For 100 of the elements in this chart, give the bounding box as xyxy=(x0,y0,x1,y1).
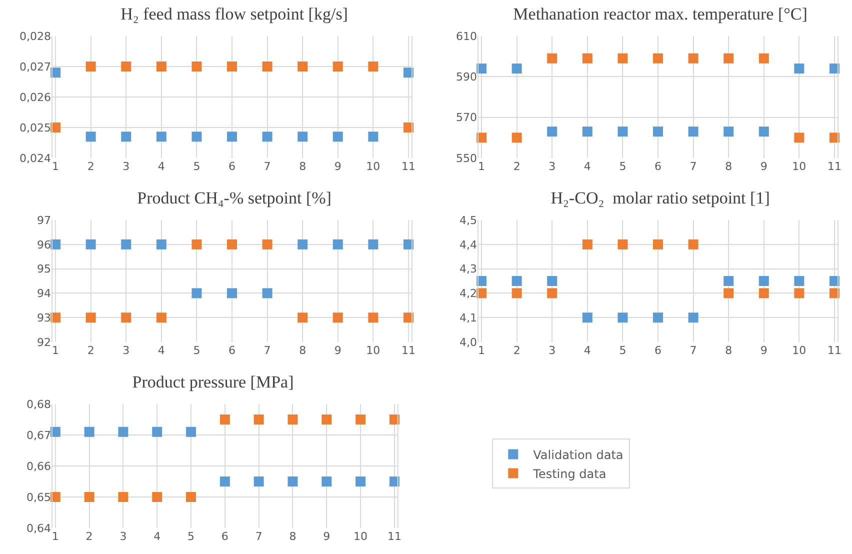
point xyxy=(829,288,840,298)
point xyxy=(298,239,308,250)
x-tick-label: 10 xyxy=(792,160,806,173)
y-tick-label: 97 xyxy=(37,214,51,227)
point xyxy=(121,312,132,323)
point xyxy=(262,62,272,72)
chart-title: H₂-CO₂ molar ratio setpoint [1] xyxy=(550,188,770,208)
x-tick-label: 9 xyxy=(323,530,330,543)
y-tick-label: 4,1 xyxy=(460,311,477,324)
point xyxy=(86,239,96,250)
point xyxy=(688,53,698,64)
point xyxy=(794,132,804,143)
y-tick-label: 0,028 xyxy=(20,30,51,43)
point xyxy=(724,288,734,298)
y-tick-label: 4,5 xyxy=(460,214,477,227)
point xyxy=(121,132,132,142)
point xyxy=(794,276,804,286)
y-tick-label: 4,0 xyxy=(460,336,477,349)
point xyxy=(298,312,308,323)
point xyxy=(547,276,558,286)
point xyxy=(618,312,628,323)
y-tick-label: 94 xyxy=(37,287,51,300)
point xyxy=(152,492,162,502)
point xyxy=(192,288,202,298)
x-tick-label: 11 xyxy=(401,344,416,357)
x-tick-label: 6 xyxy=(654,344,662,357)
y-tick-label: 0,64 xyxy=(26,522,51,535)
x-tick-label: 8 xyxy=(299,344,306,357)
point xyxy=(512,276,522,286)
point xyxy=(403,122,414,132)
point xyxy=(332,239,343,250)
x-tick-label: 1 xyxy=(478,160,486,173)
x-tick-label: 7 xyxy=(264,344,271,357)
y-tick-label: 0,025 xyxy=(20,121,51,134)
point xyxy=(50,312,61,323)
point xyxy=(794,64,804,74)
y-tick-label: 96 xyxy=(37,238,51,252)
x-tick-label: 11 xyxy=(827,160,842,173)
x-tick-label: 3 xyxy=(122,344,130,357)
point xyxy=(288,414,298,424)
point xyxy=(298,132,308,142)
point xyxy=(582,312,592,323)
point xyxy=(368,312,378,323)
point xyxy=(688,312,698,323)
point xyxy=(262,132,272,142)
point xyxy=(84,492,94,502)
point xyxy=(512,288,522,298)
point xyxy=(262,239,272,250)
point xyxy=(220,414,230,424)
x-tick-label: 2 xyxy=(86,530,93,543)
point xyxy=(618,53,628,64)
y-tick-label: 550 xyxy=(456,152,477,165)
point xyxy=(688,239,698,250)
point xyxy=(50,239,61,250)
point xyxy=(254,414,264,424)
x-tick-label: 7 xyxy=(255,530,262,543)
x-tick-label: 8 xyxy=(725,344,732,357)
point xyxy=(50,492,60,502)
point xyxy=(156,132,166,142)
point xyxy=(829,132,840,143)
point xyxy=(618,239,628,250)
point xyxy=(86,62,96,72)
y-tick-label: 4,3 xyxy=(460,262,477,276)
chart-title: Product pressure [MPa] xyxy=(132,372,294,392)
y-tick-label: 0,67 xyxy=(26,428,51,442)
x-tick-label: 1 xyxy=(52,344,60,357)
x-tick-label: 3 xyxy=(120,530,127,543)
point xyxy=(653,53,663,64)
x-tick-label: 9 xyxy=(760,344,768,357)
y-tick-label: 95 xyxy=(37,262,51,276)
x-tick-label: 9 xyxy=(334,160,342,173)
x-tick-label: 4 xyxy=(584,344,591,357)
chart-title: Product CH₄-% setpoint [%] xyxy=(137,188,332,208)
x-tick-label: 4 xyxy=(158,344,165,357)
x-tick-label: 2 xyxy=(513,160,520,173)
x-tick-label: 3 xyxy=(122,160,130,173)
point xyxy=(118,492,128,502)
point xyxy=(192,239,202,250)
x-tick-label: 3 xyxy=(548,160,556,173)
x-tick-label: 9 xyxy=(334,344,342,357)
y-tick-label: 590 xyxy=(456,70,477,84)
x-tick-label: 10 xyxy=(366,344,380,357)
y-tick-label: 4,2 xyxy=(460,287,477,300)
point xyxy=(84,426,94,437)
point xyxy=(121,62,132,72)
x-tick-label: 7 xyxy=(690,344,697,357)
x-tick-label: 6 xyxy=(228,160,236,173)
point xyxy=(547,288,558,298)
point xyxy=(829,276,840,286)
point xyxy=(403,239,414,250)
x-tick-label: 5 xyxy=(619,160,626,173)
point xyxy=(156,239,166,250)
x-tick-label: 9 xyxy=(760,160,768,173)
point xyxy=(758,126,769,137)
point xyxy=(186,492,196,502)
point xyxy=(227,239,237,250)
point xyxy=(50,426,60,437)
x-tick-label: 5 xyxy=(193,160,200,173)
point xyxy=(724,126,734,137)
point xyxy=(389,414,400,424)
